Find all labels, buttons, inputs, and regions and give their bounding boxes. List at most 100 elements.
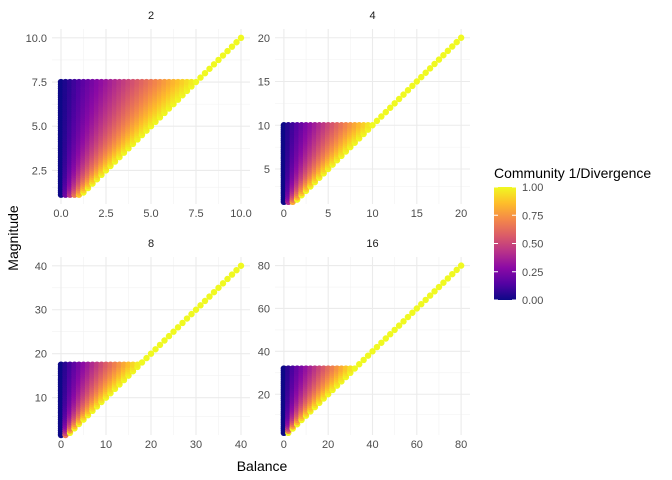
data-point: [360, 356, 367, 364]
data-point: [233, 266, 240, 274]
data-point: [219, 280, 227, 287]
legend-tick-label: 1.00: [522, 182, 543, 194]
data-point: [378, 339, 385, 346]
data-point: [400, 318, 407, 325]
data-point: [201, 297, 209, 305]
facet-label: 4: [369, 10, 375, 22]
y-tick-label: 40: [258, 346, 270, 358]
data-point: [435, 56, 443, 63]
legend-tick-label: 0.75: [522, 210, 543, 222]
y-tick-label: 80: [258, 261, 270, 273]
data-point: [174, 324, 182, 331]
data-point: [373, 117, 381, 125]
x-tick-label: 10: [366, 208, 378, 220]
data-point: [395, 95, 403, 103]
y-tick-label: 20: [35, 349, 47, 361]
data-point: [206, 65, 213, 72]
data-point: [431, 288, 438, 295]
facet-panel-8: 8 0 10 20 30 40 10 20 30 40: [35, 238, 250, 451]
data-point: [449, 270, 456, 278]
x-axis-title: Balance: [237, 458, 288, 474]
data-point: [440, 279, 447, 286]
x-tick-label: 10.0: [230, 208, 251, 220]
data-points: [57, 34, 245, 198]
data-point: [228, 271, 236, 278]
data-point: [378, 113, 385, 120]
data-point: [206, 293, 213, 300]
x-tick-label: 10: [100, 439, 112, 451]
facet-panel-4: 4 0 5 10 15 20 5 10 15 20: [258, 10, 470, 220]
y-tick-label: 2.5: [32, 165, 47, 177]
y-tick-label: 30: [35, 305, 47, 317]
y-tick-label: 40: [35, 261, 47, 273]
data-points: [280, 262, 465, 437]
data-point: [192, 306, 200, 313]
legend-ticks: 0.00 0.25 0.50 0.75 1.00: [494, 182, 543, 307]
data-point: [356, 361, 363, 368]
x-tick-label: 15: [411, 208, 423, 220]
data-point: [237, 34, 245, 42]
x-tick-label: 2.5: [98, 208, 113, 220]
data-point: [224, 275, 231, 283]
legend-colorbar: [494, 187, 516, 300]
data-point: [224, 47, 231, 55]
legend-tick-label: 0.00: [522, 295, 543, 307]
data-point: [347, 365, 354, 372]
data-point: [395, 322, 403, 329]
data-point: [197, 74, 204, 81]
data-point: [457, 262, 465, 269]
y-tick-label: 7.5: [32, 77, 47, 89]
data-point: [400, 91, 407, 98]
y-tick-label: 20: [258, 389, 270, 401]
x-tick-label: 40: [235, 439, 247, 451]
data-point: [233, 39, 240, 46]
data-point: [364, 352, 372, 359]
data-point: [215, 284, 222, 291]
data-point: [237, 262, 245, 269]
data-point: [418, 300, 425, 308]
data-point: [382, 335, 389, 342]
data-point: [418, 73, 425, 81]
x-tick-label: 0.0: [53, 208, 68, 220]
facet-panel-2: 2 0.0 2.5 5.0 7.5 10.0 2.5 5.0 7.5 10.0: [26, 10, 252, 220]
facet-label: 8: [148, 238, 154, 250]
y-tick-label: 5: [264, 164, 270, 176]
data-point: [404, 313, 412, 321]
x-tick-label: 5: [325, 208, 331, 220]
data-point: [440, 52, 447, 59]
data-point: [201, 69, 209, 77]
data-point: [435, 283, 443, 291]
data-point: [179, 319, 186, 327]
data-point: [409, 309, 416, 316]
data-point: [409, 82, 416, 90]
y-tick-label: 10: [35, 393, 47, 405]
data-point: [138, 359, 146, 366]
data-point: [351, 365, 358, 372]
data-point: [210, 61, 218, 68]
data-point: [161, 337, 168, 344]
y-tick-label: 10: [258, 120, 270, 132]
data-point: [391, 326, 398, 334]
data-point: [413, 305, 421, 312]
data-point: [431, 60, 438, 68]
data-point: [188, 78, 195, 86]
data-point: [170, 328, 177, 335]
data-point: [165, 332, 173, 340]
data-point: [228, 43, 236, 50]
y-tick-label: 20: [258, 33, 270, 45]
legend-tick-label: 0.50: [522, 239, 543, 251]
x-tick-label: 40: [366, 439, 378, 451]
data-point: [404, 87, 412, 94]
data-point: [457, 34, 465, 41]
data-point: [369, 122, 376, 129]
x-tick-label: 30: [190, 439, 202, 451]
data-point: [391, 100, 398, 107]
facet-label: 2: [148, 10, 154, 22]
x-tick-label: 60: [411, 439, 423, 451]
data-points: [57, 262, 245, 439]
y-tick-label: 15: [258, 77, 270, 89]
facet-panels: 20.0 2.5 5.0 7.5 10.02.55.07.510.040 5 10 15 205…: [26, 10, 470, 451]
legend-title: Community 1/Divergence: [494, 165, 651, 181]
x-tick-label: 5.0: [143, 208, 158, 220]
data-point: [219, 52, 227, 59]
